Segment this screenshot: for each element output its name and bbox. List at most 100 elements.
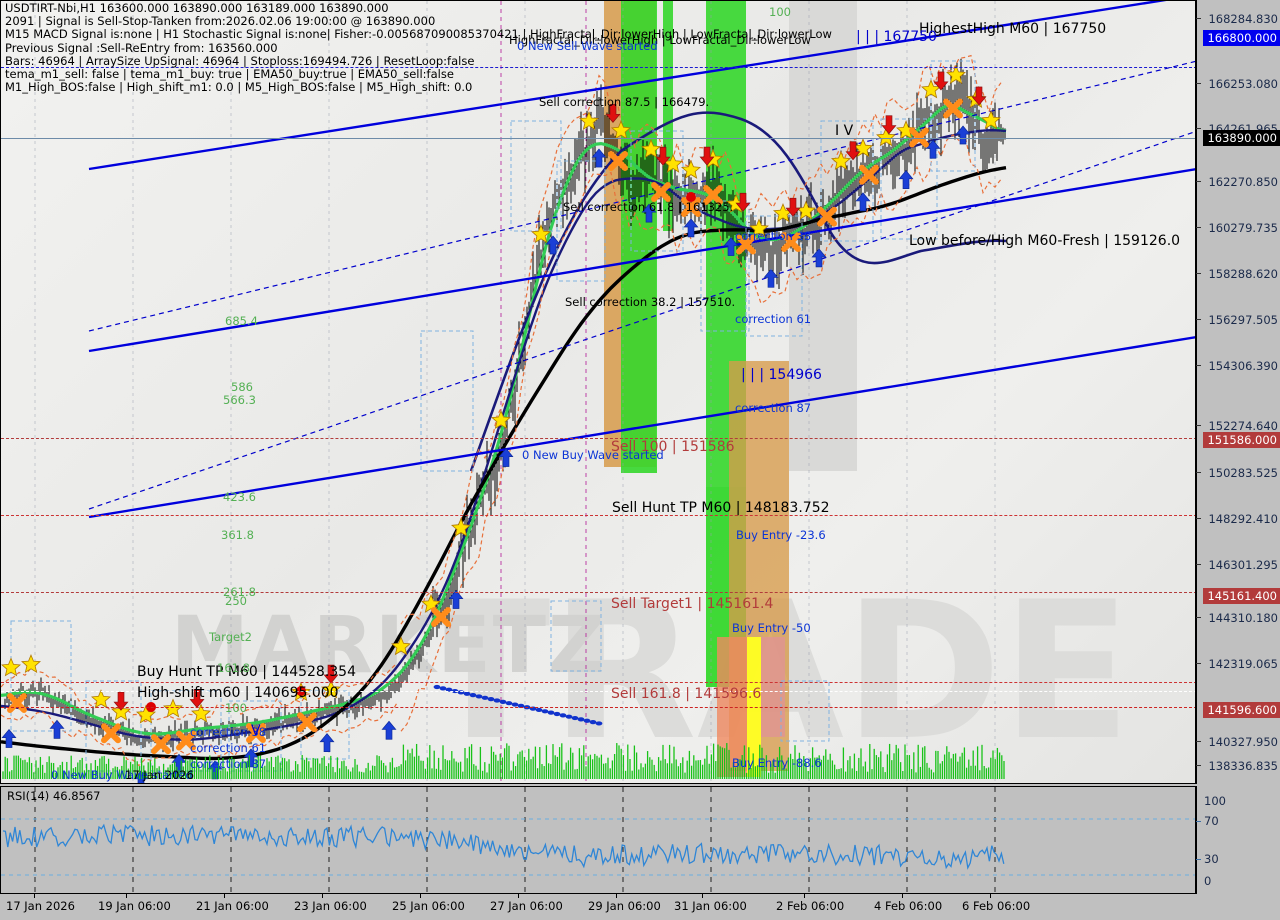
annotation-new-buy-wave: 0 New Buy Wave started [522, 448, 664, 462]
rsi-line [2, 823, 1005, 870]
rsi-axis-label: 70 [1204, 814, 1219, 828]
price-tick [1196, 128, 1201, 129]
annotation-buy-entry-50: Buy Entry -50 [732, 621, 811, 635]
rsi-axis: 100 70 30 0 [1196, 786, 1280, 894]
annotation-sell-corr-618: Sell correction 61.8 | 161325. [563, 200, 734, 214]
rsi-axis-label: 100 [1204, 794, 1226, 808]
time-tick [616, 894, 617, 898]
price-tick-label: 140327.950 [1208, 735, 1278, 749]
hline-red-145161 [1, 592, 1195, 593]
price-tick [1196, 181, 1201, 182]
annotation-buy-hunt-tp: Buy Hunt TP M60 | 144528.354 [137, 664, 356, 680]
price-tick [1196, 83, 1201, 84]
rsi-canvas [1, 787, 1195, 893]
volume-histogram [2, 743, 1005, 779]
price-tick [1196, 518, 1201, 519]
price-tick [1196, 765, 1201, 766]
price-tick [1196, 18, 1201, 19]
price-axis[interactable]: 168284.830 166253.080 164261.965 162270.850… [1196, 0, 1280, 784]
annotation-high-shift-m60: High-shift m60 | 140695.000 [137, 685, 339, 701]
time-axis-label: 4 Feb 06:00 [874, 899, 943, 913]
hline-red-141596 [1, 707, 1195, 708]
time-tick [990, 894, 991, 898]
annotation-sell-corr-382: Sell correction 38.2 | 157510. [565, 295, 736, 309]
price-tick [1196, 617, 1201, 618]
price-badge-red[interactable]: 141596.600 [1203, 702, 1280, 718]
axis-divider [1196, 0, 1197, 784]
time-axis-label: 25 Jan 06:00 [392, 899, 465, 913]
annotation-fib-target2: Target2 [209, 630, 252, 644]
info-line-3: Previous Signal :Sell-ReEntry from: 1635… [5, 40, 278, 55]
hline-white-m60 [1, 691, 1195, 692]
price-tick-label: 150283.525 [1208, 466, 1278, 480]
annotation-fib-1618: 161.8 [217, 661, 250, 675]
price-badge-bid[interactable]: 166800.000 [1203, 30, 1280, 46]
price-tick-label: 144310.180 [1208, 611, 1278, 625]
band-green-3 [663, 1, 673, 231]
annotation-sell-target1: Sell Target1 | 145161.4 [611, 596, 774, 612]
time-axis-label: 6 Feb 06:00 [962, 899, 1031, 913]
price-tick [1196, 319, 1201, 320]
annotation-highest-high: HighestHigh M60 | 167750 [919, 21, 1107, 37]
time-tick [126, 894, 127, 898]
price-tick [1196, 273, 1201, 274]
price-tick-label: 158288.620 [1208, 267, 1278, 281]
annotation-sell-100: Sell 100 | 151586 [611, 439, 735, 455]
time-axis-label: 31 Jan 06:00 [674, 899, 747, 913]
time-tick [702, 894, 703, 898]
annotation-sell-1618: Sell 161.8 | 141596.6 [611, 686, 762, 702]
rsi-indicator-pane[interactable]: RSI(14) 46.8567 [0, 786, 1196, 894]
annotation-fib-6854: 685.4 [225, 314, 258, 328]
annotation-buy-entry-236: Buy Entry -23.6 [736, 528, 826, 542]
price-tick-label: 152274.640 [1208, 419, 1278, 433]
price-tick [1196, 365, 1201, 366]
price-tick-label: 146301.295 [1208, 558, 1278, 572]
time-tick [224, 894, 225, 898]
price-tick-label: 148292.410 [1208, 512, 1278, 526]
annotation-fib-2618: 261.8 [223, 585, 256, 599]
time-axis-label: 17 Jan 2026 [6, 899, 75, 913]
annotation-fib-4236: 423.6 [223, 490, 256, 504]
info-line-6: M1_High_BOS:false | High_shift_m1: 0.0 |… [5, 80, 473, 95]
time-tick [420, 894, 421, 898]
time-tick [804, 894, 805, 898]
annotation-fib-250: 250 [225, 594, 247, 608]
price-tick [1196, 564, 1201, 565]
price-badge-red[interactable]: 151586.000 [1203, 432, 1280, 448]
price-tick-label: 138336.835 [1208, 759, 1278, 773]
price-tick [1196, 663, 1201, 664]
time-tick [322, 894, 323, 898]
annotation-fib-3618: 361.8 [221, 528, 254, 542]
hline-red-151586 [1, 438, 1195, 439]
price-tick [1196, 425, 1201, 426]
rsi-tick [1196, 859, 1201, 860]
time-tick [34, 894, 35, 898]
annotation-date-label-bot: 17 Jan 2026 [125, 768, 194, 782]
time-axis-label: 29 Jan 06:00 [588, 899, 661, 913]
ema-navy-slow [469, 111, 1007, 472]
annotation-sell-hunt-tp: Sell Hunt TP M60 | 148183.752 [612, 500, 830, 516]
hline-blue-166800 [1, 67, 1195, 68]
time-axis-label: 2 Feb 06:00 [776, 899, 845, 913]
rsi-tick [1196, 821, 1201, 822]
rsi-axis-label: 0 [1204, 874, 1212, 888]
annotation-roman-iv: I V [835, 123, 854, 139]
time-axis[interactable]: 17 Jan 2026 19 Jan 06:00 21 Jan 06:00 23 Ja… [0, 894, 1280, 920]
time-axis-label: 27 Jan 06:00 [490, 899, 563, 913]
price-chart-pane[interactable]: TRADE MARKETZ USDTIRT-Nbi,H1 163600.000 … [0, 0, 1196, 784]
trend-channel [88, 1, 1195, 519]
price-badge-last[interactable]: 163890.000 [1203, 130, 1280, 146]
signal-markers [1, 64, 1001, 783]
annotation-correction-38b: correction 38 [190, 725, 267, 739]
rsi-axis-label: 30 [1204, 852, 1219, 866]
annotation-new-buy-wave2: 0 New Buy Wave started [51, 768, 193, 782]
price-tick-label: 154306.390 [1208, 359, 1278, 373]
price-badge-red[interactable]: 145161.400 [1203, 588, 1280, 604]
ema-black [1, 166, 1007, 761]
time-axis-label: 19 Jan 06:00 [98, 899, 171, 913]
time-tick [902, 894, 903, 898]
annotation-correction-61a: correction 61 [735, 312, 812, 326]
time-tick [518, 894, 519, 898]
price-tick-label: 162270.850 [1208, 175, 1278, 189]
annotation-new-sell-wave: 0 New Sell Wave started [517, 39, 658, 53]
